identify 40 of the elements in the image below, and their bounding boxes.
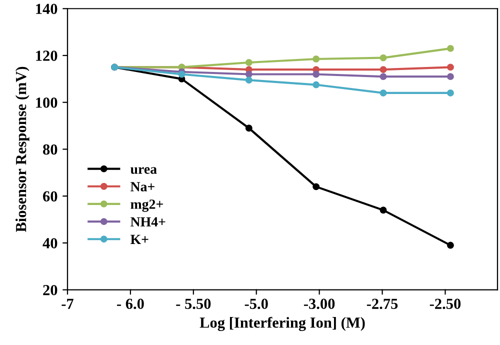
point	[245, 59, 252, 66]
legend-label: K+	[130, 234, 148, 244]
point	[312, 81, 320, 88]
text: -3.00	[304, 298, 335, 310]
y-tick-label: 100	[36, 97, 58, 108]
point	[446, 73, 454, 80]
point	[380, 66, 387, 74]
x-axis-title: Log [Interfering Ion] (M)	[200, 316, 365, 332]
text: -2.75	[366, 298, 398, 310]
point	[312, 56, 320, 62]
legend-label: urea	[130, 167, 157, 174]
point	[312, 70, 320, 78]
point	[245, 70, 252, 78]
legend-label: mg2+	[130, 200, 163, 212]
point	[446, 242, 454, 249]
legend-label: Na+	[130, 182, 154, 192]
point	[446, 44, 454, 52]
point	[245, 76, 252, 84]
y-tick-label: 60	[43, 191, 58, 202]
text: - 6.0	[117, 298, 144, 310]
point	[178, 70, 186, 78]
y-tick-label: 40	[42, 238, 58, 248]
text: -7	[62, 298, 74, 309]
legend-label: NH4+	[130, 217, 166, 226]
point	[380, 90, 387, 96]
y-tick-label: 120	[36, 50, 58, 61]
y-tick-label: 140	[36, 4, 58, 14]
text: -2.50	[430, 298, 461, 310]
point	[380, 206, 387, 214]
text: - 5.50	[176, 298, 211, 310]
y-tick-label: 80	[43, 144, 58, 155]
point	[245, 124, 252, 132]
point	[312, 183, 320, 190]
y-axis-title: Biosensor Response (mV)	[15, 66, 30, 232]
point	[446, 90, 454, 96]
text: -5.0	[244, 298, 268, 310]
point	[380, 54, 387, 62]
point	[446, 64, 454, 71]
y-tick-label: 20	[43, 284, 58, 296]
point	[380, 73, 387, 80]
